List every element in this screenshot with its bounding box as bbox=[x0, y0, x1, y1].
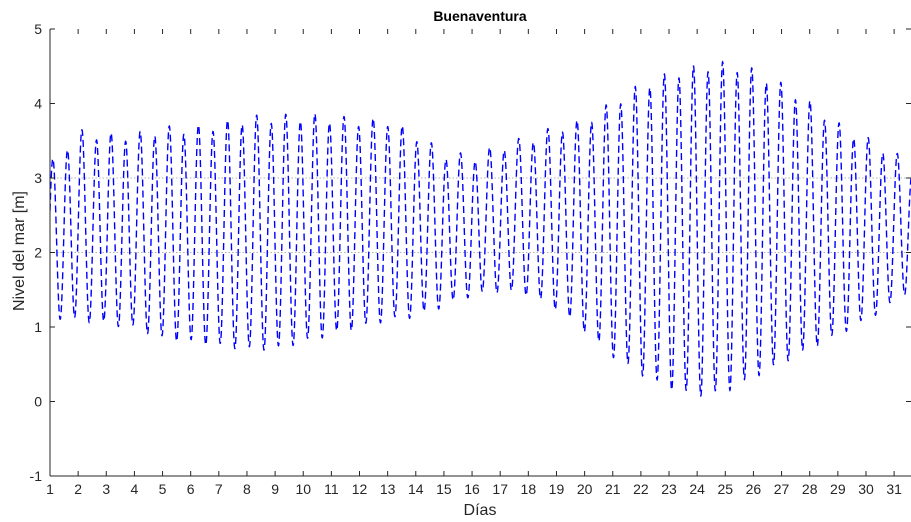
x-tick-label-27: 27 bbox=[774, 481, 790, 497]
grid-layer bbox=[50, 177, 911, 253]
x-axis-title: Días bbox=[464, 502, 497, 519]
y-tick-label-1: 1 bbox=[34, 319, 42, 335]
x-tick-label-6: 6 bbox=[187, 481, 195, 497]
x-tick-label-24: 24 bbox=[689, 481, 705, 497]
x-tick-label-28: 28 bbox=[802, 481, 818, 497]
y-axis-title: Nivel del mar [m] bbox=[11, 191, 28, 311]
y-tick-label--1: -1 bbox=[30, 468, 43, 484]
x-tick-label-15: 15 bbox=[436, 481, 452, 497]
y-tick-label-4: 4 bbox=[34, 96, 42, 112]
x-tick-label-26: 26 bbox=[746, 481, 762, 497]
x-tick-label-13: 13 bbox=[380, 481, 396, 497]
x-tick-label-5: 5 bbox=[159, 481, 167, 497]
x-tick-label-25: 25 bbox=[718, 481, 734, 497]
y-tick-label-0: 0 bbox=[34, 394, 42, 410]
y-tick-label-5: 5 bbox=[34, 21, 42, 37]
x-tick-label-20: 20 bbox=[577, 481, 593, 497]
x-tick-label-4: 4 bbox=[131, 481, 139, 497]
x-tick-label-2: 2 bbox=[74, 481, 82, 497]
x-tick-label-11: 11 bbox=[324, 481, 339, 497]
y-tick-label-3: 3 bbox=[34, 170, 42, 186]
x-tick-label-14: 14 bbox=[408, 481, 424, 497]
chart-title: Buenaventura bbox=[433, 8, 527, 24]
y-tick-label-2: 2 bbox=[34, 245, 42, 261]
x-tick-label-18: 18 bbox=[521, 481, 537, 497]
x-tick-label-21: 21 bbox=[605, 481, 621, 497]
x-tick-label-7: 7 bbox=[215, 481, 223, 497]
series-line bbox=[50, 60, 911, 397]
x-tick-label-23: 23 bbox=[661, 481, 677, 497]
x-tick-label-12: 12 bbox=[352, 481, 368, 497]
x-tick-label-17: 17 bbox=[492, 481, 508, 497]
x-tick-label-31: 31 bbox=[886, 481, 902, 497]
x-tick-label-1: 1 bbox=[46, 481, 54, 497]
x-tick-label-8: 8 bbox=[243, 481, 251, 497]
x-tick-label-10: 10 bbox=[295, 481, 311, 497]
x-tick-label-3: 3 bbox=[102, 481, 110, 497]
x-tick-label-19: 19 bbox=[549, 481, 565, 497]
x-tick-label-22: 22 bbox=[633, 481, 649, 497]
x-tick-label-29: 29 bbox=[830, 481, 846, 497]
x-tick-label-9: 9 bbox=[271, 481, 279, 497]
x-tick-label-16: 16 bbox=[464, 481, 480, 497]
series-layer bbox=[50, 60, 911, 397]
x-tick-label-30: 30 bbox=[858, 481, 874, 497]
